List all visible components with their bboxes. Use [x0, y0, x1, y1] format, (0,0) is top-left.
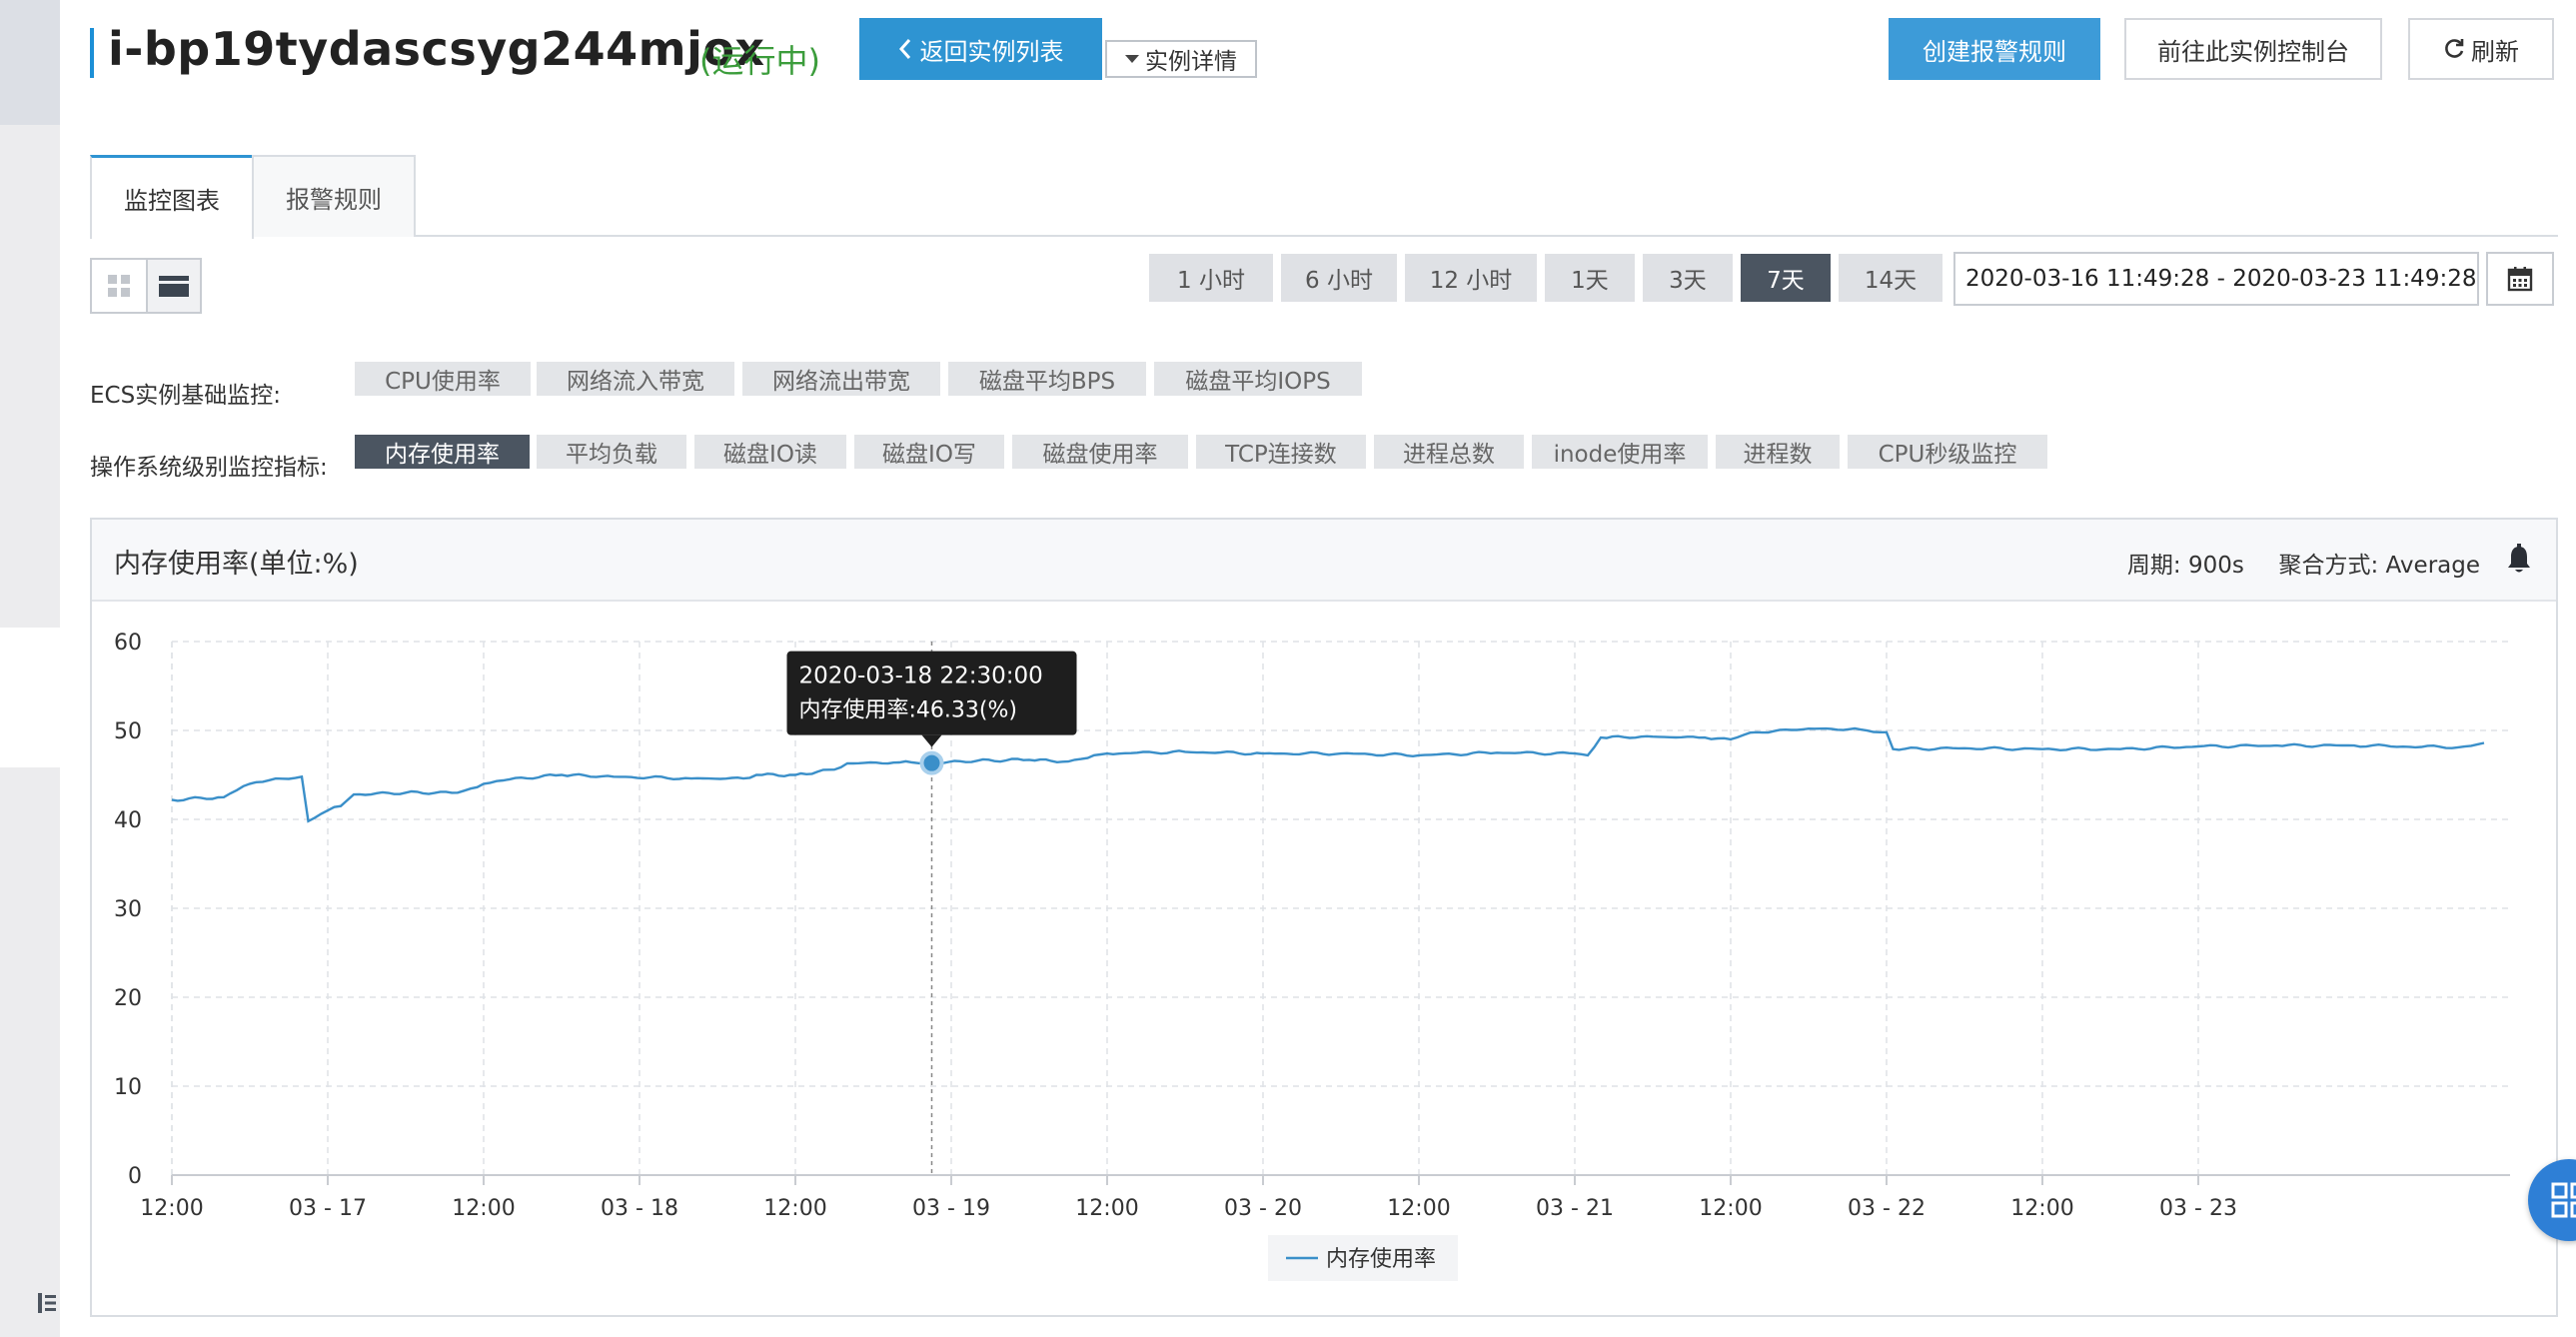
- chart-axes: 0 10 20 30 40 50 60 12:00 03 - 17 12:00 03 - 18 12:…: [114, 631, 2510, 1221]
- legend-label: 内存使用率: [1326, 1247, 1436, 1272]
- y-tick-label: 40: [114, 808, 142, 833]
- left-sidebar-top: [0, 0, 60, 125]
- goto-console-button[interactable]: 前往此实例控制台: [2124, 18, 2382, 80]
- tab-alarm-rules[interactable]: 报警规则: [252, 155, 416, 237]
- metric-memory-usage[interactable]: 内存使用率: [355, 435, 530, 469]
- sidebar-collapse-tab[interactable]: [0, 628, 60, 1313]
- range-14d-button[interactable]: 14天: [1839, 254, 1942, 302]
- metric-disk-iops[interactable]: 磁盘平均IOPS: [1154, 362, 1362, 396]
- tab-bar: 监控图表 报警规则: [90, 155, 2558, 239]
- y-tick-label: 30: [114, 897, 142, 922]
- metric-net-in[interactable]: 网络流入带宽: [537, 362, 734, 396]
- chart-header: 内存使用率(单位:%) 周期: 900s 聚合方式: Average: [92, 520, 2556, 602]
- tab-monitor-charts[interactable]: 监控图表: [90, 155, 254, 239]
- y-tick-label: 60: [114, 631, 142, 656]
- basic-metrics-label: ECS实例基础监控:: [90, 383, 281, 409]
- x-tick-label: 12:00: [1699, 1196, 1762, 1221]
- metric-cpu-second[interactable]: CPU秒级监控: [1848, 435, 2047, 469]
- metric-process-count[interactable]: 进程数: [1716, 435, 1840, 469]
- metric-disk-usage[interactable]: 磁盘使用率: [1012, 435, 1188, 469]
- chart-title: 内存使用率(单位:%): [114, 549, 359, 580]
- chart-series: [171, 726, 2485, 823]
- view-toggle: [90, 258, 202, 314]
- calendar-button[interactable]: [2486, 252, 2554, 306]
- refresh-icon: [2445, 39, 2464, 58]
- y-tick-label: 20: [114, 986, 142, 1011]
- x-tick-label: 03 - 20: [1224, 1196, 1302, 1221]
- instance-detail-dropdown[interactable]: 实例详情: [1105, 40, 1257, 78]
- metric-tcp-connections[interactable]: TCP连接数: [1196, 435, 1366, 469]
- period-label: 周期: 900s: [2126, 553, 2244, 579]
- x-tick-label: 03 - 17: [289, 1196, 367, 1221]
- x-tick-label: 03 - 23: [2159, 1196, 2237, 1221]
- x-tick-label: 12:00: [1075, 1196, 1138, 1221]
- chart-legend[interactable]: 内存使用率: [1268, 1235, 1458, 1281]
- instance-id-title: i-bp19tydascsyg244mjox: [108, 22, 765, 76]
- x-tick-label: 12:00: [452, 1196, 515, 1221]
- range-1d-button[interactable]: 1天: [1545, 254, 1635, 302]
- tooltip-box: [786, 651, 1077, 735]
- chart-panel: 内存使用率(单位:%) 周期: 900s 聚合方式: Average 0 10 20…: [90, 518, 2558, 1317]
- x-tick-label: 12:00: [763, 1196, 826, 1221]
- metric-disk-bps[interactable]: 磁盘平均BPS: [948, 362, 1146, 396]
- grid-view-icon: [107, 275, 130, 297]
- x-tick-label: 12:00: [1387, 1196, 1450, 1221]
- tooltip-value: 内存使用率:46.33(%): [799, 698, 1017, 723]
- bell-icon[interactable]: [2504, 544, 2534, 576]
- chart-period-info: 周期: 900s 聚合方式: Average: [2127, 546, 2480, 580]
- metric-disk-io-write[interactable]: 磁盘IO写: [854, 435, 1004, 469]
- x-tick-label: 12:00: [140, 1196, 203, 1221]
- range-12h-button[interactable]: 12 小时: [1405, 254, 1537, 302]
- calendar-icon: [2507, 267, 2533, 292]
- range-7d-button[interactable]: 7天: [1741, 254, 1831, 302]
- os-metrics-label: 操作系统级别监控指标:: [90, 455, 328, 481]
- x-tick-label: 03 - 21: [1536, 1196, 1614, 1221]
- aggregation-label: 聚合方式: Average: [2278, 553, 2480, 579]
- create-alarm-rule-button[interactable]: 创建报警规则: [1889, 18, 2100, 80]
- x-tick-label: 12:00: [2010, 1196, 2073, 1221]
- metric-process-total[interactable]: 进程总数: [1374, 435, 1524, 469]
- x-tick-label: 03 - 18: [601, 1196, 678, 1221]
- metric-cpu-usage[interactable]: CPU使用率: [355, 362, 531, 396]
- collapse-menu-icon[interactable]: [36, 1289, 58, 1317]
- chart-tooltip-layer: 2020-03-18 22:30:00 内存使用率:46.33(%): [786, 642, 1077, 1175]
- chevron-left-icon: [898, 39, 910, 59]
- y-tick-label: 50: [114, 719, 142, 744]
- x-tick-label: 03 - 22: [1848, 1196, 1926, 1221]
- caret-down-icon: [1125, 55, 1139, 63]
- range-6h-button[interactable]: 6 小时: [1281, 254, 1397, 302]
- series-line-memory-usage: [171, 726, 2485, 823]
- metric-net-out[interactable]: 网络流出带宽: [742, 362, 940, 396]
- status-badge: (运行中): [699, 42, 820, 80]
- refresh-button[interactable]: 刷新: [2408, 18, 2554, 80]
- refresh-label: 刷新: [2471, 37, 2519, 66]
- highlight-point[interactable]: [919, 750, 944, 775]
- back-to-list-button[interactable]: 返回实例列表: [859, 18, 1102, 80]
- metric-disk-io-read[interactable]: 磁盘IO读: [694, 435, 846, 469]
- apps-grid-icon: [2551, 1182, 2576, 1218]
- range-3d-button[interactable]: 3天: [1643, 254, 1733, 302]
- date-range-input[interactable]: 2020-03-16 11:49:28 - 2020-03-23 11:49:2…: [1953, 252, 2479, 306]
- back-to-list-label: 返回实例列表: [919, 37, 1064, 66]
- memory-usage-chart[interactable]: 0 10 20 30 40 50 60 12:00 03 - 17 12:00 03 - 18 12:…: [92, 604, 2556, 1315]
- list-view-icon: [158, 276, 189, 297]
- x-tick-label: 03 - 19: [912, 1196, 990, 1221]
- list-view-button[interactable]: [145, 260, 200, 312]
- main-content: i-bp19tydascsyg244mjox (运行中) 返回实例列表 实例详情…: [60, 0, 2576, 1337]
- chart-grid: [171, 641, 2510, 1175]
- tooltip-arrow: [921, 734, 942, 747]
- grid-view-button[interactable]: [92, 260, 146, 312]
- tooltip-time: 2020-03-18 22:30:00: [799, 664, 1043, 689]
- title-accent-bar: [90, 28, 94, 78]
- y-tick-label: 0: [128, 1164, 142, 1189]
- instance-detail-label: 实例详情: [1145, 49, 1237, 75]
- y-tick-label: 10: [114, 1075, 142, 1100]
- metric-load-avg[interactable]: 平均负载: [537, 435, 686, 469]
- metric-inode-usage[interactable]: inode使用率: [1532, 435, 1708, 469]
- range-1h-button[interactable]: 1 小时: [1149, 254, 1273, 302]
